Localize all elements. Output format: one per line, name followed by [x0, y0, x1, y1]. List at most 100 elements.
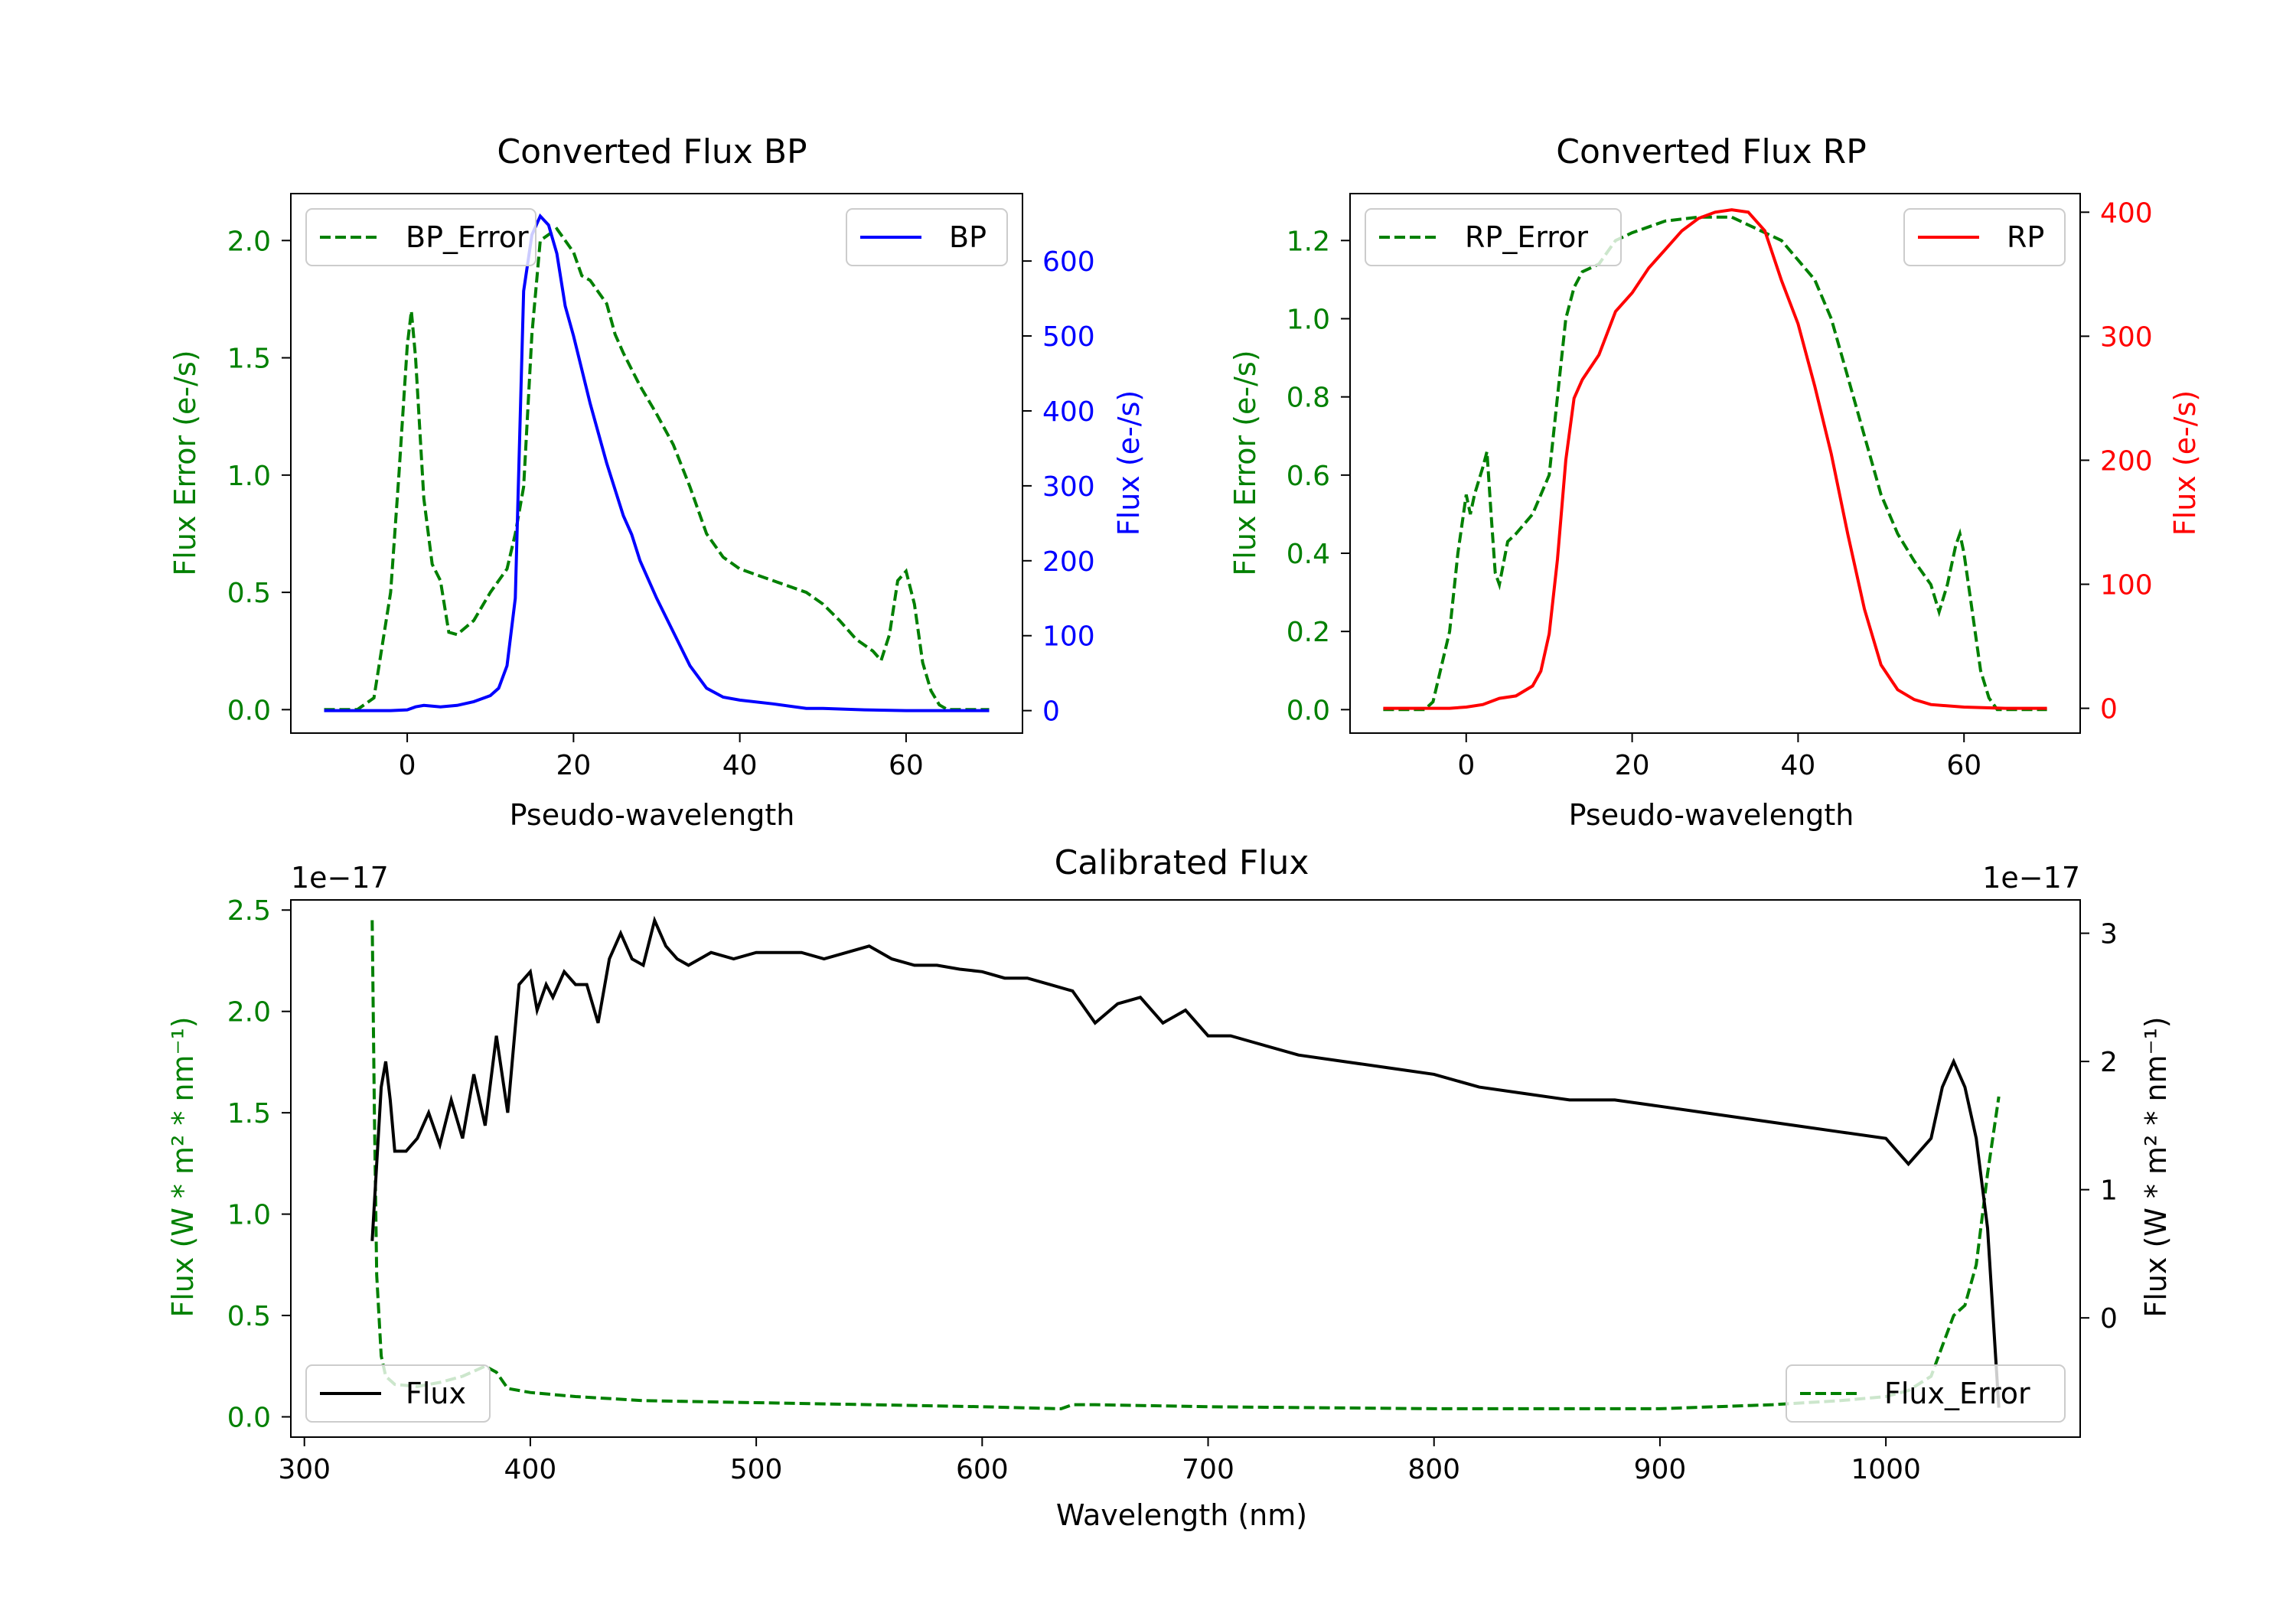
calibrated-xtick-label: 1000 — [1851, 1454, 1921, 1485]
calibrated-ylabel-left: Flux (W * m² * nm⁻¹) — [166, 1016, 200, 1317]
bp-ytick-left-label: 0.0 — [227, 695, 271, 726]
bp-legend-left-box — [305, 208, 536, 266]
bp-xtick-label: 40 — [722, 750, 758, 781]
calibrated-ytick-right-label: 0 — [2100, 1303, 2118, 1335]
calibrated-xtick-label: 700 — [1182, 1454, 1234, 1485]
calibrated-xtick-label: 300 — [278, 1454, 331, 1485]
calibrated-xticks: 300 400 500 600 700 800 900 1000 — [278, 1437, 1921, 1485]
bp-ytick-right-label: 300 — [1042, 471, 1095, 503]
rp-flux-panel: Converted Flux RP Pseudo-wavelength Flux… — [1228, 132, 2202, 832]
calibrated-legend-left-label: Flux — [406, 1377, 466, 1410]
rp-legend-right-box — [1903, 208, 2066, 266]
calibrated-ytick-left-label: 1.0 — [227, 1200, 271, 1231]
bp-ytick-right-label: 500 — [1042, 321, 1095, 353]
rp-legend-left-box — [1365, 208, 1622, 266]
bp-ylabel-right: Flux (e-/s) — [1112, 390, 1146, 536]
rp-axes-frame — [1349, 193, 2081, 734]
bp-title: Converted Flux BP — [497, 132, 807, 171]
bp-ytick-left-label: 1.0 — [227, 461, 271, 492]
calibrated-ytick-right-label: 3 — [2100, 919, 2118, 950]
bp-ytick-right-label: 600 — [1042, 246, 1095, 278]
bp-error-line — [324, 227, 990, 712]
rp-flux-line — [1383, 208, 2047, 710]
rp-xtick-label: 60 — [1946, 750, 1981, 781]
rp-ytick-right-label: 300 — [2100, 321, 2153, 353]
calibrated-xtick-label: 600 — [956, 1454, 1009, 1485]
calibrated-xtick-label: 400 — [504, 1454, 557, 1485]
rp-ytick-left-label: 0.6 — [1287, 461, 1330, 492]
bp-flux-line — [324, 213, 990, 712]
rp-xlabel: Pseudo-wavelength — [1569, 798, 1854, 832]
calibrated-yticks-left: 0.0 0.5 1.0 1.5 2.0 2.5 — [227, 895, 291, 1434]
bp-ytick-left-label: 2.0 — [227, 226, 271, 257]
calibrated-ytick-right-label: 1 — [2100, 1175, 2118, 1207]
rp-title: Converted Flux RP — [1556, 132, 1867, 171]
bp-ytick-right-label: 200 — [1042, 546, 1095, 578]
rp-yticks-right: 0 100 200 300 400 — [2080, 197, 2153, 725]
rp-ytick-right-label: 200 — [2100, 445, 2153, 477]
bp-ylabel-left: Flux Error (e-/s) — [168, 350, 202, 575]
rp-legend-left-label: RP_Error — [1465, 220, 1588, 254]
bp-axes-frame — [290, 193, 1023, 734]
rp-xtick-label: 40 — [1781, 750, 1816, 781]
bp-yticks-left: 0.0 0.5 1.0 1.5 2.0 — [227, 226, 291, 726]
calibrated-legend-right-box — [1786, 1364, 2066, 1423]
calibrated-title: Calibrated Flux — [1055, 843, 1309, 882]
calibrated-offset-left: 1e−17 — [291, 861, 389, 895]
calibrated-ylabel-right: Flux (W * m² * nm⁻¹) — [2139, 1016, 2173, 1317]
calibrated-xtick-label: 900 — [1634, 1454, 1687, 1485]
bp-ytick-right-label: 0 — [1042, 696, 1060, 728]
rp-xtick-label: 0 — [1457, 750, 1475, 781]
calibrated-ytick-left-label: 2.5 — [227, 895, 271, 927]
bp-legend-right-box — [846, 208, 1008, 266]
bp-ytick-right-label: 400 — [1042, 396, 1095, 428]
rp-legend-right: RP — [1903, 208, 2066, 266]
bp-legend-left: BP_Error — [305, 208, 536, 266]
calibrated-ytick-right-label: 2 — [2100, 1047, 2118, 1078]
bp-xticks: 0 20 40 60 — [399, 733, 924, 781]
rp-xticks: 0 20 40 60 — [1457, 733, 1981, 781]
rp-ytick-right-label: 100 — [2100, 570, 2153, 601]
calibrated-axes-frame — [290, 899, 2081, 1438]
rp-ylabel-right: Flux (e-/s) — [2168, 390, 2202, 536]
rp-ytick-left-label: 0.2 — [1287, 617, 1330, 648]
rp-ytick-right-label: 0 — [2100, 694, 2118, 725]
rp-yticks-left: 0.0 0.2 0.4 0.6 0.8 1.0 1.2 — [1287, 226, 1350, 726]
rp-legend-right-label: RP — [2007, 220, 2044, 254]
calibrated-legend-right-label: Flux_Error — [1884, 1377, 2030, 1410]
bp-legend-right-label: BP — [949, 220, 987, 254]
calibrated-xtick-label: 500 — [730, 1454, 783, 1485]
rp-ytick-left-label: 0.4 — [1287, 539, 1330, 570]
calibrated-ytick-left-label: 0.5 — [227, 1301, 271, 1332]
bp-xtick-label: 0 — [399, 750, 416, 781]
calibrated-flux-panel: Calibrated Flux Wavelength (nm) 1e−17 1e… — [166, 843, 2173, 1532]
calibrated-legend-left-box — [305, 1364, 491, 1423]
rp-ylabel-left: Flux Error (e-/s) — [1228, 350, 1262, 575]
bp-ytick-left-label: 0.5 — [227, 578, 271, 609]
bp-ytick-right-label: 100 — [1042, 621, 1095, 653]
bp-ytick-left-label: 1.5 — [227, 344, 271, 375]
calibrated-flux-line — [370, 915, 2001, 1408]
rp-ytick-left-label: 1.2 — [1287, 226, 1330, 257]
calibrated-offset-right: 1e−17 — [1982, 861, 2080, 895]
rp-xtick-label: 20 — [1615, 750, 1650, 781]
bp-yticks-right: 0 100 200 300 400 500 600 — [1022, 246, 1095, 728]
calibrated-legend-right: Flux_Error — [1786, 1364, 2066, 1423]
rp-ytick-left-label: 0.8 — [1287, 383, 1330, 414]
rp-legend-left: RP_Error — [1365, 208, 1622, 266]
bp-flux-panel: Converted Flux BP Pseudo-wavelength Flux… — [168, 132, 1146, 832]
calibrated-legend-left: Flux — [305, 1364, 491, 1423]
rp-ytick-left-label: 1.0 — [1287, 304, 1330, 335]
calibrated-ytick-left-label: 1.5 — [227, 1098, 271, 1129]
bp-legend-right: BP — [846, 208, 1008, 266]
calibrated-xtick-label: 800 — [1407, 1454, 1460, 1485]
calibrated-ytick-left-label: 0.0 — [227, 1403, 271, 1434]
bp-xtick-label: 60 — [889, 750, 924, 781]
calibrated-xlabel: Wavelength (nm) — [1056, 1498, 1307, 1532]
bp-xtick-label: 20 — [556, 750, 591, 781]
bp-legend-left-label: BP_Error — [406, 220, 529, 254]
calibrated-ytick-left-label: 2.0 — [227, 997, 271, 1028]
calibrated-yticks-right: 0 1 2 3 — [2080, 919, 2118, 1335]
